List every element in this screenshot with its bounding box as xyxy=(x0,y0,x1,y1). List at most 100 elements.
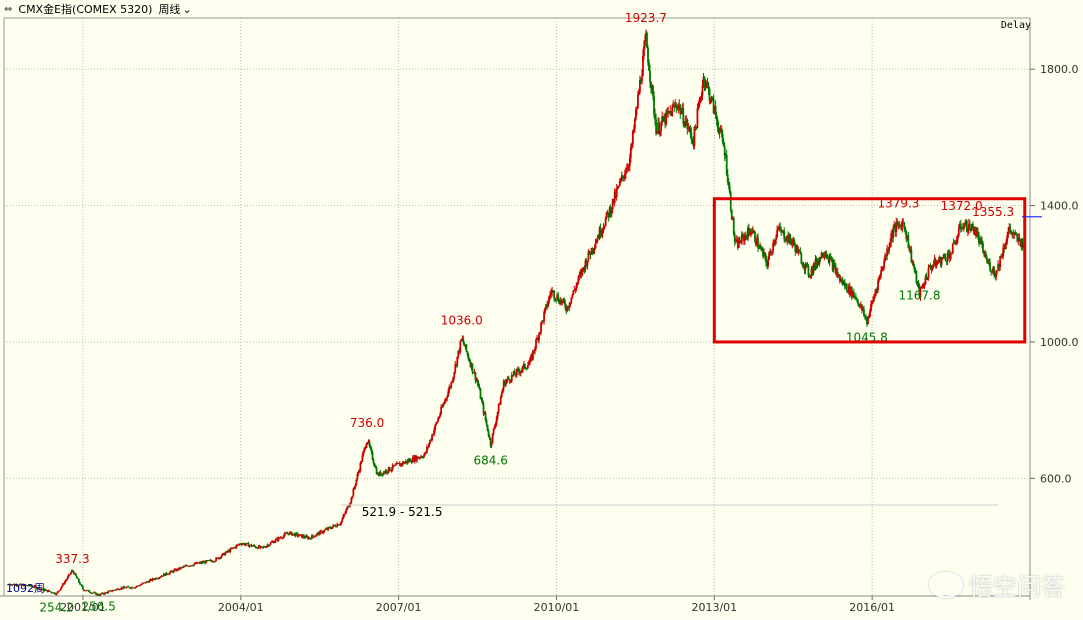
candle-body xyxy=(150,579,153,581)
candle-body xyxy=(257,545,260,549)
price-annotation: 1036.0 xyxy=(441,314,483,328)
candle-body xyxy=(353,487,356,489)
candle-body xyxy=(292,533,295,535)
candle-body xyxy=(390,469,393,471)
candle-body xyxy=(894,224,897,233)
candle-body xyxy=(414,455,416,462)
candle-body xyxy=(521,365,524,370)
candle-body xyxy=(262,546,265,548)
candle-body xyxy=(956,235,959,240)
candle-body xyxy=(912,261,915,267)
candle-body xyxy=(482,403,485,414)
candle-body xyxy=(658,122,660,134)
candle-body xyxy=(344,512,347,515)
candle-body xyxy=(663,116,666,122)
candle-body xyxy=(946,252,949,261)
candle-body xyxy=(47,590,50,592)
candle-body xyxy=(533,350,535,352)
candle-body xyxy=(904,227,907,232)
candle-body xyxy=(615,188,618,197)
candle-body xyxy=(19,583,22,585)
candle-body xyxy=(824,254,827,256)
candle-body xyxy=(319,530,321,535)
candle-body xyxy=(631,130,634,145)
candle-body xyxy=(595,241,598,244)
candle-body xyxy=(333,525,336,526)
candle-body xyxy=(742,235,745,241)
candle-body xyxy=(24,584,27,586)
candle-body xyxy=(585,260,588,266)
candle-body xyxy=(156,578,159,580)
candle-body xyxy=(168,572,171,575)
candle-body xyxy=(779,226,782,230)
link-icon[interactable]: ⇔ xyxy=(4,3,13,15)
candle-body xyxy=(900,224,903,230)
candle-body xyxy=(935,261,938,267)
candle-body xyxy=(574,289,577,291)
candle-body xyxy=(1019,240,1022,247)
candle-body xyxy=(861,304,863,311)
candle-body xyxy=(509,381,512,382)
period-dropdown[interactable]: 周线 ⌄ xyxy=(158,1,191,17)
candle-body xyxy=(666,111,669,114)
y-tick-label: 1400.0 xyxy=(1040,200,1079,213)
candle-body xyxy=(172,570,175,573)
candle-body xyxy=(176,568,179,571)
candle-body xyxy=(465,344,468,352)
candle-body xyxy=(679,105,682,115)
candle-body xyxy=(983,252,985,255)
candle-body xyxy=(217,557,220,559)
candle-body xyxy=(735,239,738,242)
candle-body xyxy=(456,356,459,366)
candle-body xyxy=(354,484,357,488)
candle-body xyxy=(338,524,341,526)
candle-body xyxy=(689,127,692,133)
candle-body xyxy=(450,382,453,388)
candle-body xyxy=(643,45,645,56)
candle-body xyxy=(250,544,253,547)
price-annotation: 256.5 xyxy=(82,599,116,613)
candle-body xyxy=(581,267,584,275)
candle-body xyxy=(478,387,481,389)
candle-body xyxy=(633,119,636,130)
candle-body xyxy=(81,584,83,587)
candle-body xyxy=(846,290,849,293)
candle-body xyxy=(28,584,31,586)
candle-body xyxy=(762,249,764,256)
candle-body xyxy=(395,463,398,465)
candle-body xyxy=(222,553,225,554)
candles-group xyxy=(8,29,1026,597)
candle-body xyxy=(165,572,168,575)
candle-body xyxy=(929,265,932,268)
candle-body xyxy=(408,459,411,462)
candle-body xyxy=(913,266,916,271)
candle-body xyxy=(836,271,839,277)
candle-body xyxy=(734,241,737,243)
candle-body xyxy=(529,359,531,364)
candle-body xyxy=(367,441,370,443)
candle-body xyxy=(871,301,873,304)
candle-body xyxy=(523,363,526,369)
candle-body xyxy=(391,464,394,470)
candle-body xyxy=(431,434,433,440)
candle-body xyxy=(246,543,249,544)
candle-body xyxy=(915,270,918,283)
candle-body xyxy=(1011,233,1014,235)
candle-body xyxy=(608,207,611,218)
candle-body xyxy=(104,592,107,595)
candle-body xyxy=(376,473,379,475)
candle-body xyxy=(265,546,268,548)
candle-body xyxy=(859,305,861,307)
candle-body xyxy=(528,363,530,366)
period-label: 周线 xyxy=(158,3,181,16)
candle-body xyxy=(169,570,172,573)
watermark: 悟空问答 xyxy=(929,567,1065,602)
candle-body xyxy=(309,537,311,539)
candle-body xyxy=(283,533,286,536)
candle-body xyxy=(671,106,674,117)
candle-body xyxy=(711,97,714,99)
candle-body xyxy=(544,307,546,313)
candle-body xyxy=(133,587,136,589)
candle-body xyxy=(717,127,720,134)
